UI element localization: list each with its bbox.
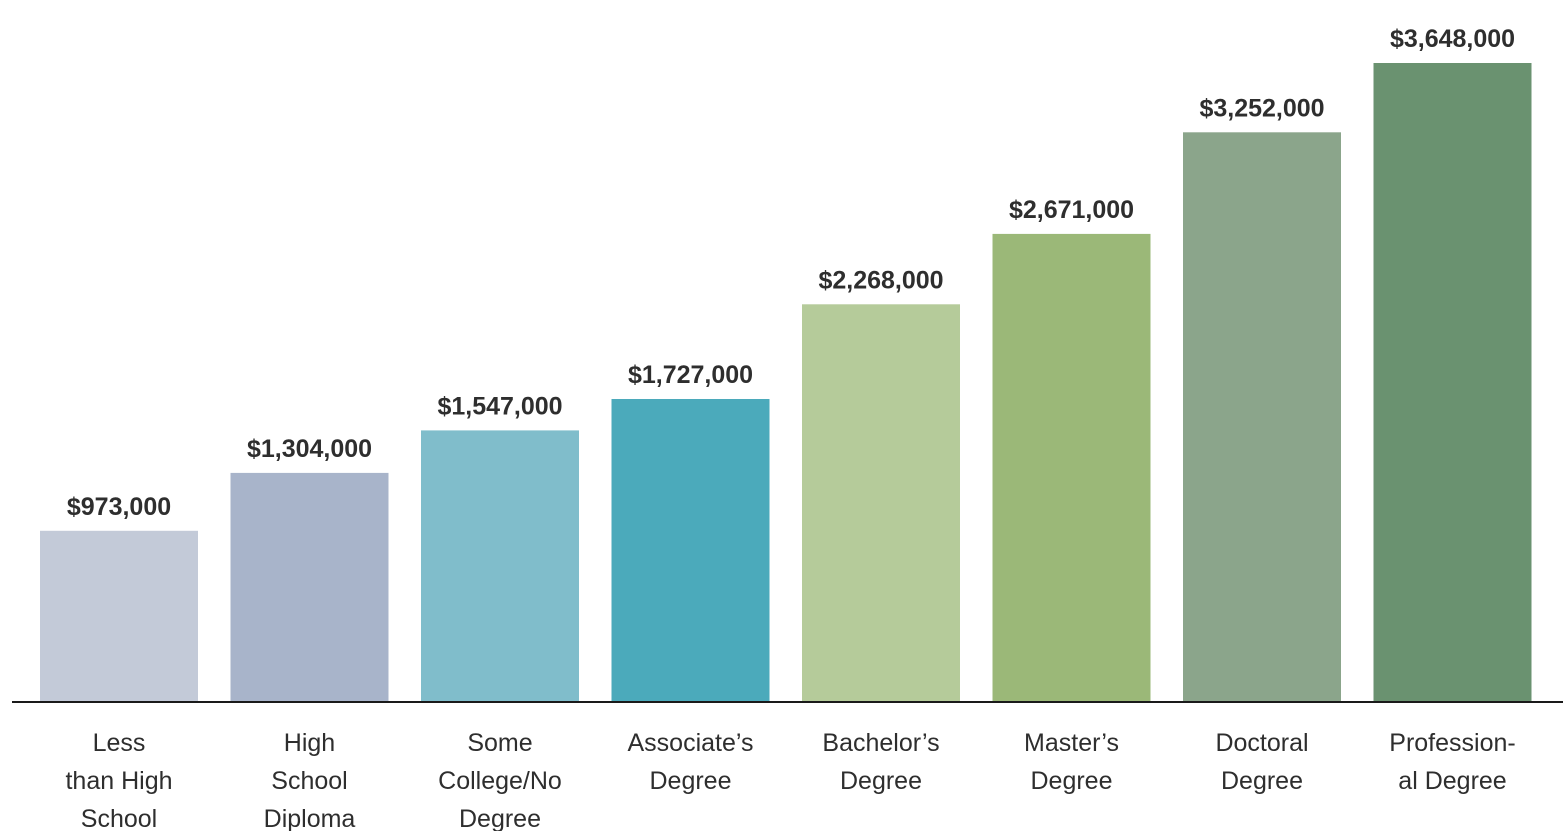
category-label-line: Degree [840, 767, 922, 795]
bar-value-label: $1,727,000 [628, 361, 753, 389]
category-label-line: Degree [1031, 767, 1113, 795]
category-label-line: Bachelor’s [822, 729, 939, 757]
value-labels-group: $973,000 $1,304,000 $1,547,000 $1,727,000 $2… [67, 25, 1515, 521]
category-label: Associate’s Degree [628, 729, 754, 795]
category-label-line: High [284, 729, 335, 757]
category-label-line: al Degree [1398, 767, 1506, 795]
bar [802, 304, 960, 701]
bars-group [40, 63, 1532, 702]
category-label-line: Degree [459, 805, 541, 831]
bar [1183, 132, 1341, 702]
category-label: Profession-al Degree [1389, 729, 1515, 795]
bar [611, 399, 770, 701]
category-label-line: College/No [438, 767, 562, 795]
category-label-line: School [271, 767, 347, 795]
bar-value-label: $2,268,000 [818, 266, 943, 294]
bar-value-label: $3,252,000 [1199, 94, 1324, 122]
bar [40, 530, 198, 701]
category-label-line: Master’s [1024, 729, 1119, 757]
category-label: Doctoral Degree [1215, 729, 1308, 795]
category-label-line: than High [65, 767, 172, 795]
category-label: Some College/No Degree [438, 729, 562, 831]
category-label-line: Profession- [1389, 729, 1515, 757]
category-label-line: Degree [1221, 767, 1303, 795]
category-labels-group: Less than High School High School Diploma Some… [65, 729, 1515, 831]
category-label: High School Diploma [264, 729, 356, 831]
bar [421, 430, 579, 701]
category-label: Bachelor’s Degree [822, 729, 939, 795]
bar-value-label: $2,671,000 [1009, 196, 1134, 224]
bar [1373, 63, 1532, 701]
category-label-line: Doctoral [1215, 729, 1308, 757]
bar-value-label: $1,547,000 [437, 392, 562, 420]
category-label: Master’s Degree [1024, 729, 1119, 795]
category-label-line: Some [467, 729, 532, 757]
category-label-line: Degree [650, 767, 732, 795]
bar [230, 472, 389, 701]
category-label: Less than High School [65, 729, 172, 831]
category-label-line: School [81, 805, 157, 831]
bar [992, 233, 1151, 701]
category-label-line: Associate’s [628, 729, 754, 757]
bar-value-label: $3,648,000 [1390, 25, 1515, 53]
bar-value-label: $1,304,000 [247, 435, 372, 463]
category-label-line: Diploma [264, 805, 356, 831]
bar-value-label: $973,000 [67, 493, 171, 521]
category-label-line: Less [93, 729, 146, 757]
